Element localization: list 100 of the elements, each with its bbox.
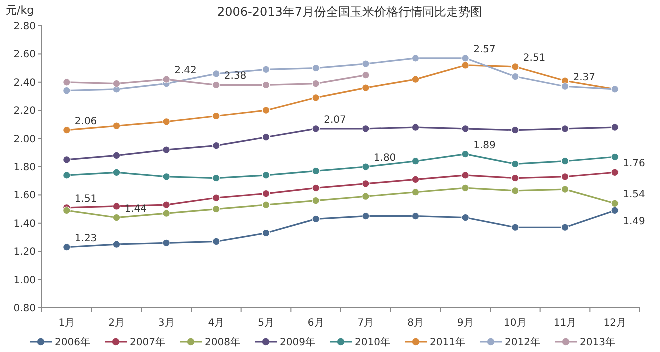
point [611, 124, 619, 132]
annotation: 1.89 [474, 140, 496, 152]
point [362, 84, 370, 92]
point [63, 206, 71, 215]
point [162, 210, 170, 218]
point [462, 214, 470, 222]
point [162, 172, 170, 181]
point [512, 72, 520, 81]
annotation: 2.37 [573, 72, 596, 84]
point [112, 152, 121, 160]
point [412, 76, 420, 84]
point [262, 190, 270, 198]
point [512, 126, 520, 134]
point [611, 153, 619, 162]
point [212, 81, 220, 90]
annotation: 2.06 [74, 116, 98, 128]
point [362, 192, 370, 201]
y-tick-label: 1.60 [14, 190, 36, 202]
x-tick-label: 4月 [208, 318, 225, 329]
point [462, 184, 470, 192]
point [561, 186, 570, 194]
point [611, 200, 619, 208]
annotation: 1.51 [74, 194, 98, 205]
point [312, 125, 320, 133]
point [262, 66, 270, 74]
point [362, 163, 370, 171]
point [412, 176, 420, 184]
x-tick-label: 3月 [158, 318, 175, 329]
point [412, 54, 420, 62]
point [63, 78, 71, 86]
point [162, 76, 170, 84]
x-tick-label: 5月 [258, 318, 274, 329]
point [462, 62, 470, 70]
annotation: 1.23 [74, 233, 98, 244]
point [112, 214, 121, 222]
y-tick-label: 1.40 [14, 218, 36, 230]
point [112, 122, 121, 130]
legend-label: 2009年 [280, 336, 316, 348]
y-axis-title: 元/kg [6, 4, 34, 17]
annotation: 2.07 [324, 114, 346, 126]
point [561, 157, 570, 166]
annotation: 1.76 [623, 158, 646, 170]
point [462, 172, 470, 180]
point [362, 180, 370, 188]
point [512, 224, 520, 232]
legend-label: 2008年 [205, 336, 240, 348]
point [362, 125, 370, 133]
point [112, 168, 121, 177]
x-tick-label: 6月 [308, 318, 324, 329]
point [63, 156, 71, 164]
point [561, 82, 570, 91]
point [362, 212, 370, 220]
point [412, 212, 420, 220]
point [611, 168, 619, 177]
point [162, 201, 170, 209]
point [611, 206, 619, 215]
point [63, 243, 71, 252]
point [312, 167, 320, 176]
point [412, 188, 420, 196]
x-tick-label: 12月 [604, 318, 626, 329]
point [512, 160, 520, 168]
point [112, 80, 121, 88]
point [212, 205, 220, 214]
annotation: 2.38 [224, 71, 247, 82]
point [462, 54, 470, 62]
x-tick-label: 1月 [58, 318, 76, 329]
point [262, 172, 270, 180]
point [561, 125, 570, 133]
point [312, 215, 320, 224]
y-tick-label: 2.80 [14, 22, 36, 32]
point [262, 81, 270, 90]
annotation: 2.57 [474, 44, 496, 56]
point [462, 125, 470, 133]
x-tick-label: 10月 [504, 318, 527, 329]
point [162, 239, 170, 248]
legend-label: 2013年 [580, 336, 616, 348]
point [312, 184, 320, 192]
y-tick-label: 1.00 [14, 275, 36, 286]
y-tick-label: 2.40 [14, 78, 36, 89]
y-tick-label: 0.80 [14, 304, 36, 314]
point [63, 126, 71, 134]
point [63, 172, 71, 180]
x-tick-label: 8月 [408, 318, 424, 329]
point [362, 71, 370, 80]
point [312, 80, 320, 88]
point [262, 133, 270, 142]
point [512, 174, 520, 182]
point [561, 172, 570, 181]
point [462, 150, 470, 158]
y-tick-label: 1.80 [14, 162, 36, 174]
point [312, 196, 320, 205]
point [112, 202, 121, 210]
annotation: 1.49 [623, 216, 646, 228]
point [262, 229, 270, 238]
annotation: 1.80 [374, 153, 396, 164]
point [262, 106, 270, 114]
annotation: 1.54 [623, 190, 646, 201]
legend-label: 2007年 [130, 336, 166, 348]
point [212, 174, 220, 182]
point [212, 70, 220, 78]
